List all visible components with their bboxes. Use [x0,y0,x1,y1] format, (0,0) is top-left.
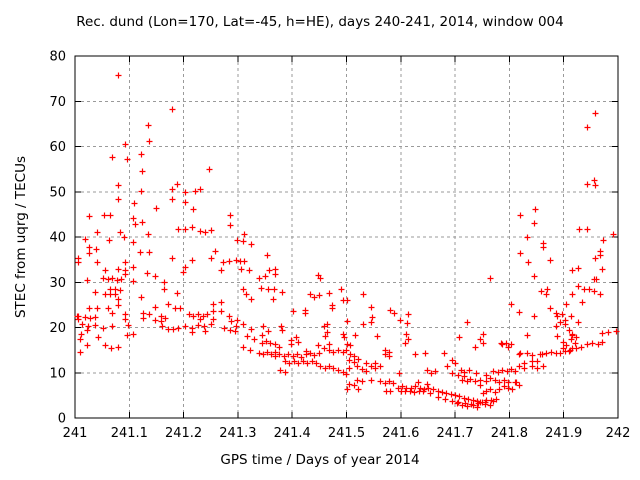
tick-marks [74,55,619,419]
x-tick-label: 241.6 [382,426,419,441]
y-tick-label: 50 [49,185,66,200]
y-tick-label: 10 [49,366,66,381]
x-tick-label: 241.4 [274,426,311,441]
data-points [74,72,620,411]
x-tick-label: 241.9 [545,426,582,441]
chart-title: Rec. dund (Lon=170, Lat=-45, h=HE), days… [76,14,564,30]
x-tick-label: 241.5 [328,426,365,441]
y-tick-label: 40 [49,231,66,246]
x-tick-label: 242 [606,426,631,441]
x-tick-label: 241.2 [165,426,202,441]
x-tick-label: 241.1 [111,426,148,441]
y-tick-label: 0 [58,412,66,427]
grid-lines [75,56,618,418]
y-tick-label: 30 [49,276,66,291]
x-tick-label: 241.8 [491,426,528,441]
x-tick-label: 241.7 [436,426,473,441]
y-tick-label: 80 [49,50,66,65]
y-tick-label: 20 [49,321,66,336]
y-tick-labels: 0 10 20 30 40 50 60 70 80 [49,50,66,427]
y-tick-label: 70 [49,95,66,110]
y-tick-label: 60 [49,140,66,155]
x-axis-label: GPS time / Days of year 2014 [220,452,420,468]
x-tick-label: 241 [63,426,88,441]
x-tick-label: 241.3 [219,426,256,441]
x-tick-labels: 241 241.1 241.2 241.3 241.4 241.5 241.6 241.7 24… [63,426,631,441]
